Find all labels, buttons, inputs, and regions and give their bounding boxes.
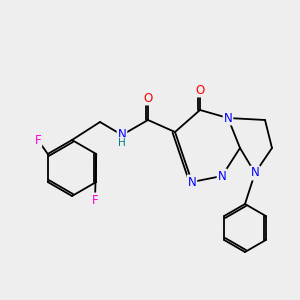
Text: N: N (118, 128, 126, 142)
Text: N: N (224, 112, 232, 124)
Text: O: O (195, 83, 205, 97)
Text: F: F (92, 194, 98, 206)
Text: H: H (118, 138, 126, 148)
Text: N: N (188, 176, 196, 188)
Text: N: N (250, 167, 260, 179)
Text: F: F (35, 134, 41, 146)
Text: N: N (218, 169, 226, 182)
Text: O: O (143, 92, 153, 104)
